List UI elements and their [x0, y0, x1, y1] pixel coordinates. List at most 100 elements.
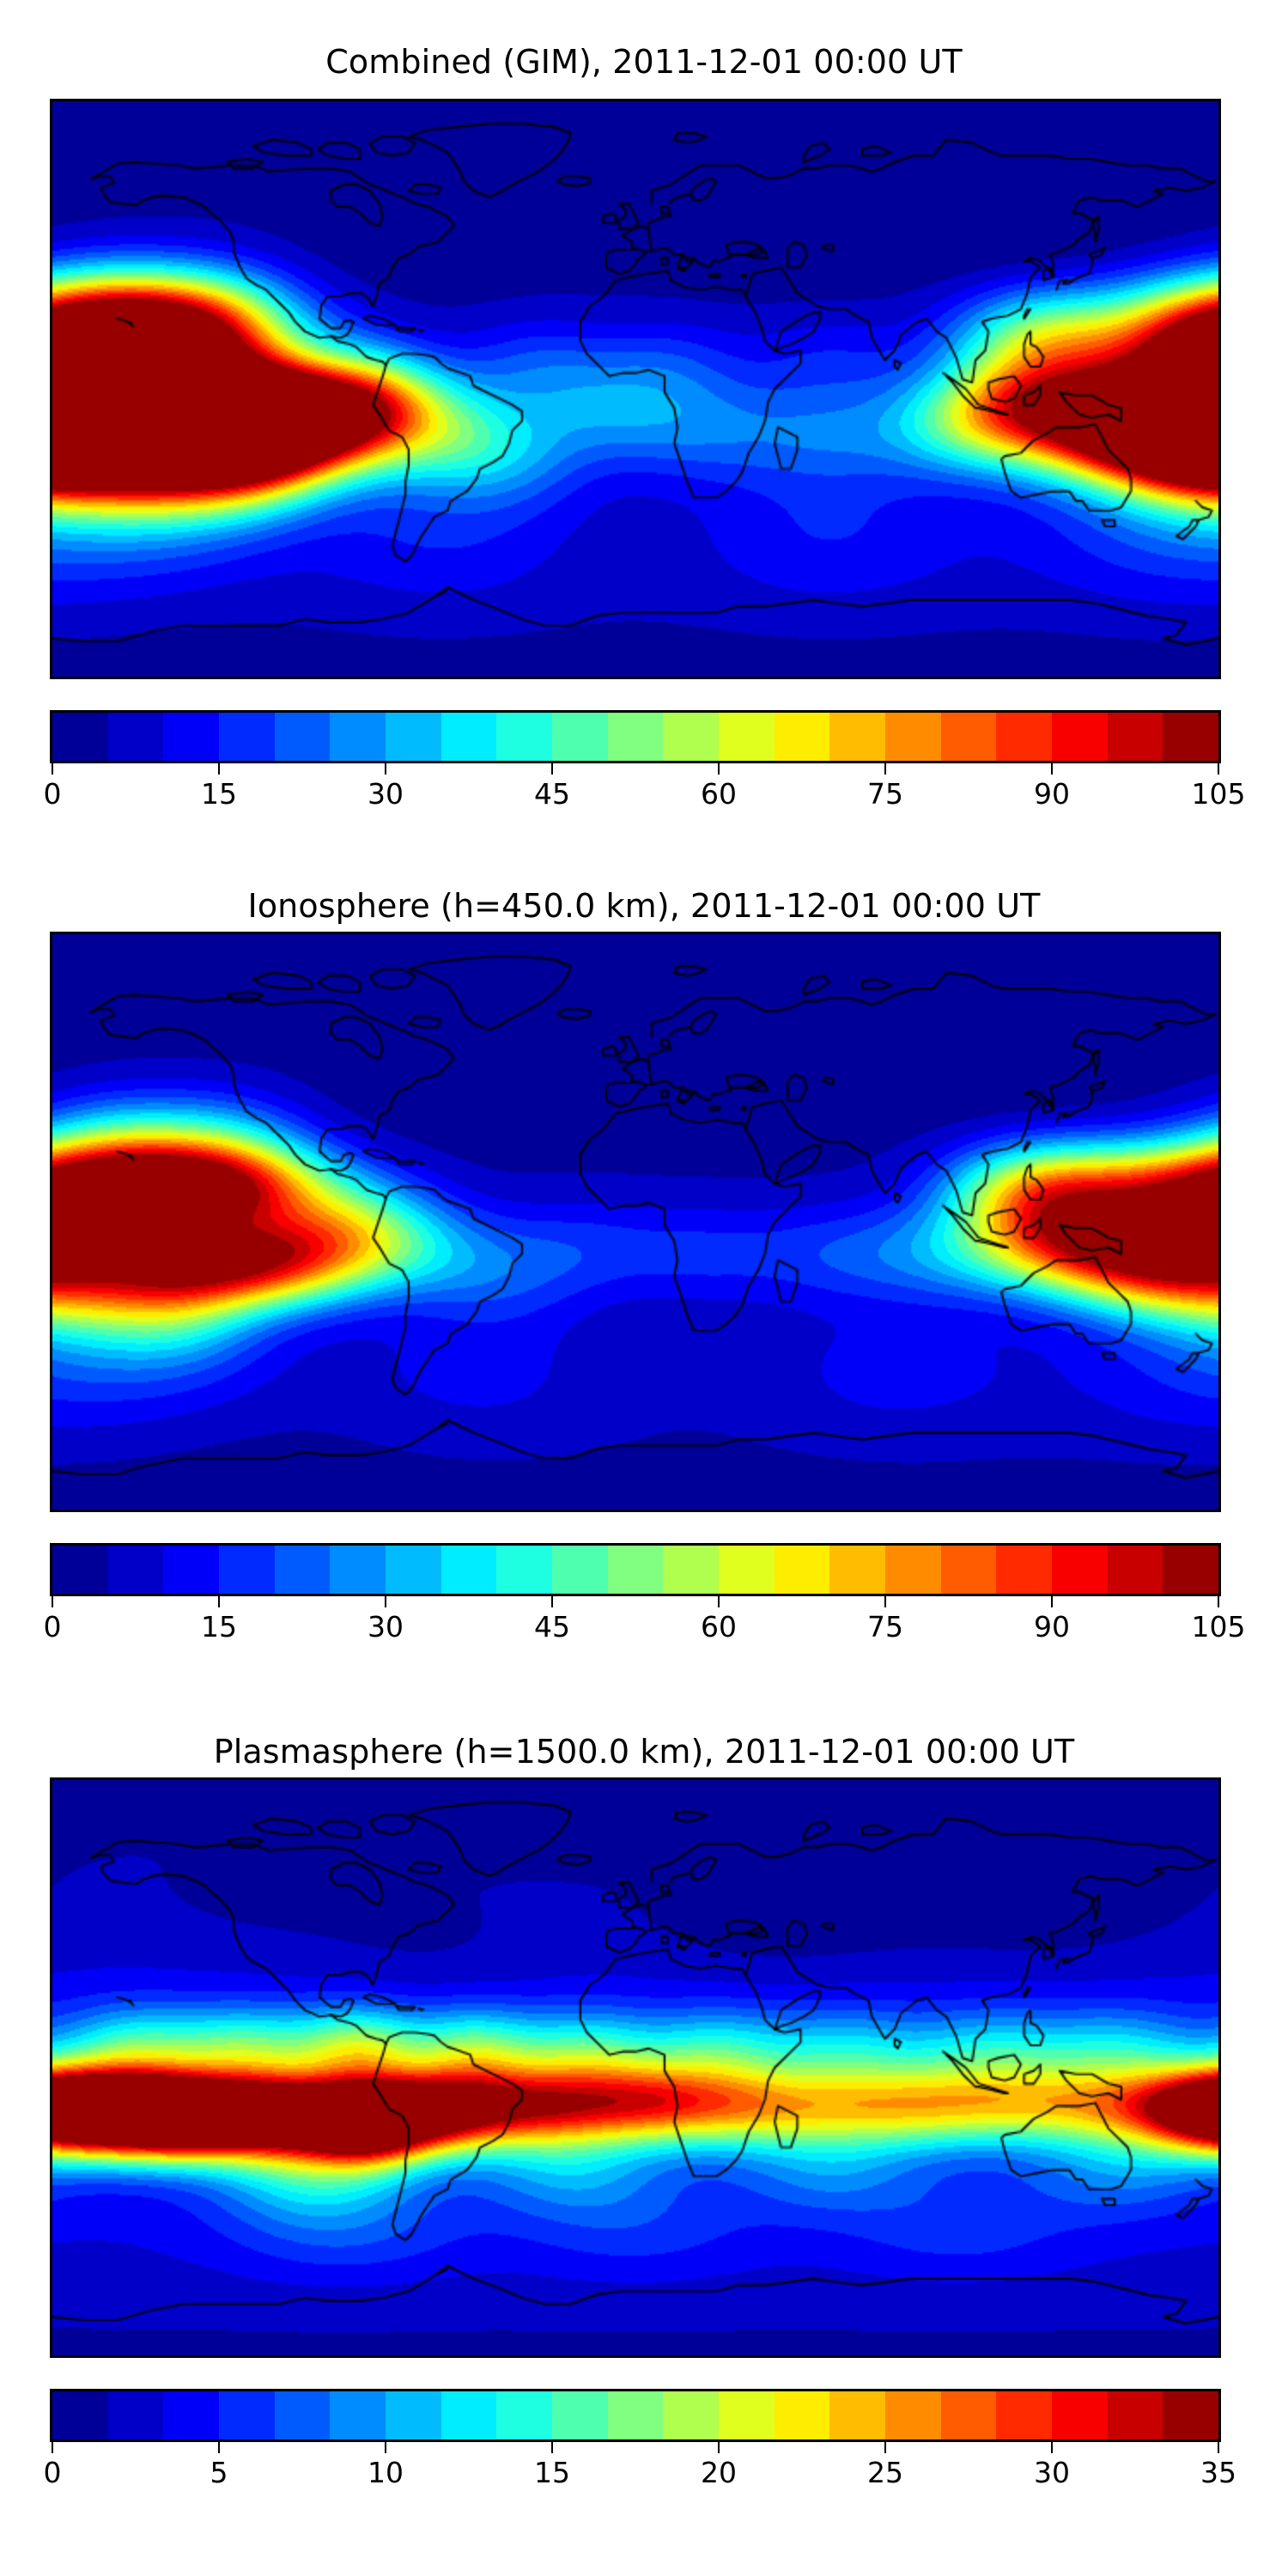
colorbar-swatch	[885, 713, 941, 761]
colorbar-swatch	[663, 1546, 720, 1594]
colorbar-tick	[52, 763, 53, 775]
colorbar-swatch	[607, 713, 664, 761]
colorbar-swatch	[829, 713, 886, 761]
colorbar-swatch	[607, 1546, 664, 1594]
colorbar-plasmasphere: 0 5 10 15 20 25 30 35	[44, 2389, 1236, 2492]
colorbar-tick	[551, 763, 553, 775]
colorbar-tick	[1051, 2442, 1053, 2453]
colorbar-tick-label: 105	[1191, 777, 1246, 811]
panel-title: Combined (GIM), 2011-12-01 00:00 UT	[325, 43, 963, 81]
colorbar-tick-label: 5	[210, 2456, 228, 2489]
colorbar-swatch	[163, 1546, 220, 1594]
map-plasmasphere[interactable]	[50, 1777, 1221, 2358]
colorbar-tick	[385, 1596, 386, 1607]
colorbar-tick-label: 15	[201, 777, 237, 811]
colorbar-swatch	[996, 2391, 1053, 2439]
colorbar-swatch	[52, 2391, 108, 2439]
colorbar-swatch	[940, 713, 997, 761]
colorbar-tick-label: 90	[1034, 1610, 1070, 1643]
colorbar-swatch	[1163, 2391, 1218, 2439]
colorbar-ticks	[50, 1596, 1221, 1608]
colorbar-swatch	[330, 2391, 386, 2439]
colorbar-tick	[218, 1596, 220, 1607]
colorbar-swatch	[1107, 713, 1163, 761]
colorbar-swatch	[1163, 1546, 1218, 1594]
colorbar-combined-gim: 0 15 30 45 60 75 90 105	[44, 710, 1246, 813]
colorbar-swatch	[1107, 1546, 1163, 1594]
colorbar-swatch	[107, 713, 164, 761]
colorbar-swatch	[440, 2391, 497, 2439]
colorbar-swatch	[219, 1546, 275, 1594]
colorbar-ticks	[50, 2442, 1221, 2454]
colorbar-tick-label: 60	[701, 1610, 737, 1643]
colorbar-gradient[interactable]	[50, 2389, 1221, 2442]
colorbar-tick-label: 0	[43, 1610, 62, 1643]
colorbar-swatch	[663, 713, 720, 761]
colorbar-swatch	[274, 713, 331, 761]
colorbar-tick	[385, 763, 386, 775]
colorbar-tick	[884, 2442, 886, 2453]
colorbar-tick-labels: 0 5 10 15 20 25 30 35	[44, 2454, 1237, 2492]
colorbar-tick	[1218, 2442, 1219, 2453]
colorbar-swatch	[829, 1546, 886, 1594]
colorbar-swatch	[552, 1546, 608, 1594]
colorbar-swatch	[274, 2391, 331, 2439]
colorbar-swatch	[330, 1546, 386, 1594]
colorbar-tick	[1051, 1596, 1053, 1607]
colorbar-swatch	[496, 1546, 553, 1594]
colorbar-tick-label: 15	[201, 1610, 237, 1643]
colorbar-tick-label: 30	[368, 777, 404, 811]
colorbar-swatch	[940, 2391, 997, 2439]
map-canvas	[52, 934, 1218, 1510]
colorbar-tick	[718, 763, 720, 775]
colorbar-swatch	[1052, 713, 1108, 761]
colorbar-swatch	[107, 2391, 164, 2439]
colorbar-swatch	[496, 713, 553, 761]
colorbar-swatch	[219, 713, 275, 761]
colorbar-swatch	[386, 713, 441, 761]
colorbar-tick	[884, 1596, 886, 1607]
colorbar-tick	[52, 1596, 53, 1607]
colorbar-gradient[interactable]	[50, 1543, 1221, 1596]
colorbar-swatch	[52, 1546, 108, 1594]
colorbar-swatch	[219, 2391, 275, 2439]
colorbar-swatch	[774, 713, 830, 761]
colorbar-tick	[718, 1596, 720, 1607]
colorbar-swatch	[1107, 2391, 1163, 2439]
colorbar-swatch	[440, 713, 497, 761]
colorbar-swatch	[829, 2391, 886, 2439]
colorbar-gradient[interactable]	[50, 710, 1221, 763]
colorbar-tick	[1218, 1596, 1219, 1607]
colorbar-tick	[551, 1596, 553, 1607]
colorbar-tick	[718, 2442, 720, 2453]
colorbar-tick-label: 20	[701, 2456, 737, 2489]
colorbar-tick-label: 0	[43, 777, 62, 811]
panel-title: Plasmasphere (h=1500.0 km), 2011-12-01 0…	[213, 1733, 1075, 1771]
map-canvas	[52, 1780, 1218, 2355]
colorbar-swatch	[1052, 1546, 1108, 1594]
colorbar-ionosphere: 0 15 30 45 60 75 90 105	[44, 1543, 1246, 1646]
map-combined-gim[interactable]	[50, 99, 1221, 679]
colorbar-tick-label: 75	[867, 1610, 903, 1643]
colorbar-tick-label: 105	[1191, 1610, 1246, 1643]
colorbar-swatch	[552, 713, 608, 761]
colorbar-swatch	[885, 2391, 941, 2439]
colorbar-swatch	[996, 713, 1053, 761]
colorbar-tick-label: 15	[534, 2456, 570, 2489]
colorbar-tick	[218, 2442, 220, 2453]
colorbar-swatch	[996, 1546, 1053, 1594]
colorbar-tick-label: 0	[43, 2456, 62, 2489]
colorbar-tick-label: 30	[368, 1610, 404, 1643]
colorbar-tick	[1051, 763, 1053, 775]
colorbar-tick-label: 45	[534, 777, 570, 811]
colorbar-tick-labels: 0 15 30 45 60 75 90 105	[44, 775, 1246, 813]
map-ionosphere[interactable]	[50, 932, 1221, 1512]
colorbar-swatch	[1163, 713, 1218, 761]
colorbar-tick-label: 45	[534, 1610, 570, 1643]
colorbar-swatch	[274, 1546, 331, 1594]
colorbar-swatch	[1052, 2391, 1108, 2439]
colorbar-swatch	[386, 2391, 441, 2439]
colorbar-swatch	[719, 1546, 775, 1594]
colorbar-tick-labels: 0 15 30 45 60 75 90 105	[44, 1608, 1246, 1646]
colorbar-swatch	[663, 2391, 720, 2439]
